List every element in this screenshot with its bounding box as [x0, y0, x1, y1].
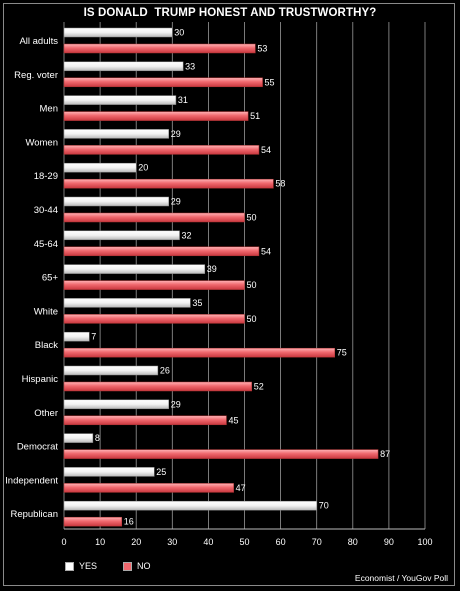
category-label: Hispanic: [22, 374, 59, 385]
data-label: 51: [250, 111, 260, 121]
data-label: 50: [247, 314, 257, 324]
legend-label-yes: YES: [79, 561, 98, 571]
legend-label-no: NO: [137, 561, 151, 571]
bar-yes: [63, 433, 94, 443]
x-tick-label: 80: [348, 537, 358, 547]
x-tick-label: 50: [239, 537, 249, 547]
data-label: 54: [261, 246, 271, 256]
data-label: 87: [380, 449, 390, 459]
bar-no: [63, 145, 260, 155]
data-label: 32: [182, 230, 192, 240]
data-label: 29: [171, 399, 181, 409]
category-label: Democrat: [17, 442, 59, 453]
data-label: 29: [171, 197, 181, 207]
x-tick-label: 90: [384, 537, 394, 547]
legend-swatch-yes: [65, 561, 74, 571]
x-tick-label: 100: [417, 537, 432, 547]
bar-no: [63, 381, 252, 392]
category-label: 18-29: [34, 171, 58, 182]
data-label: 29: [171, 129, 181, 139]
bar-yes: [63, 129, 169, 139]
source-note: Economist / YouGov Poll: [354, 573, 448, 583]
category-label: Other: [34, 408, 58, 419]
bar-yes: [63, 264, 206, 274]
bar-yes: [63, 27, 173, 38]
data-label: 8: [95, 433, 100, 443]
category-label: All adults: [19, 36, 58, 47]
data-label: 54: [261, 145, 271, 155]
x-tick-label: 70: [312, 537, 322, 547]
x-tick-label: 60: [276, 537, 286, 547]
data-label: 16: [124, 517, 134, 527]
data-label: 31: [178, 95, 188, 105]
data-label: 45: [228, 415, 238, 425]
category-label: 30-44: [34, 205, 58, 216]
bar-no: [63, 178, 274, 189]
x-tick-label: 0: [61, 537, 66, 547]
bar-yes: [63, 95, 177, 105]
bar-no: [63, 483, 234, 493]
category-label: Republican: [10, 509, 58, 520]
category-label: Independent: [5, 475, 58, 486]
x-tick-label: 10: [95, 537, 105, 547]
data-label: 25: [156, 467, 166, 477]
legend: YES NO: [65, 561, 151, 571]
category-label: Black: [35, 340, 58, 351]
legend-swatch-no: [123, 561, 133, 571]
bar-yes: [63, 365, 159, 376]
data-label: 50: [247, 213, 257, 223]
bar-no: [63, 246, 260, 257]
bar-no: [63, 111, 249, 121]
bar-yes: [63, 162, 137, 173]
bar-yes: [63, 467, 155, 477]
data-label: 20: [138, 163, 148, 173]
data-label: 70: [319, 501, 329, 511]
data-label: 26: [160, 366, 170, 376]
category-label: Men: [40, 104, 58, 115]
data-label: 39: [207, 264, 217, 274]
data-label: 52: [254, 382, 264, 392]
bar-no: [63, 314, 245, 324]
bar-no: [63, 415, 227, 426]
bar-yes: [63, 500, 317, 511]
data-label: 33: [185, 61, 195, 71]
category-label: Reg. voter: [14, 70, 58, 81]
legend-item-no: NO: [123, 561, 151, 571]
category-label: 65+: [42, 273, 59, 284]
chart-title: IS DONALD TRUMP HONEST AND TRUSTWORTHY?: [83, 7, 377, 19]
data-label: 35: [192, 298, 202, 308]
bar-yes: [63, 298, 191, 308]
bar-yes: [63, 61, 184, 72]
bar-no: [63, 77, 263, 88]
x-tick-label: 40: [203, 537, 213, 547]
chart-frame: [3, 3, 455, 586]
x-tick-label: 30: [167, 537, 177, 547]
bar-yes: [63, 196, 169, 207]
legend-item-yes: YES: [65, 561, 97, 571]
data-label: 53: [257, 44, 267, 54]
data-label: 50: [247, 280, 257, 290]
bar-no: [63, 347, 335, 358]
data-label: 55: [265, 77, 275, 87]
x-tick-label: 20: [131, 537, 141, 547]
bar-no: [63, 449, 379, 459]
bar-no: [63, 280, 245, 290]
bar-yes: [63, 331, 90, 342]
category-label: White: [34, 306, 58, 317]
data-label: 47: [236, 483, 246, 493]
bar-yes: [63, 230, 180, 241]
category-label: Women: [25, 137, 58, 148]
bar-no: [63, 212, 245, 223]
data-label: 58: [275, 179, 285, 189]
data-label: 7: [91, 332, 96, 342]
data-label: 30: [174, 28, 184, 38]
bar-yes: [63, 399, 169, 410]
bar-no: [63, 516, 123, 527]
category-label: 45-64: [34, 239, 58, 250]
bar-no: [63, 43, 256, 54]
data-label: 75: [337, 348, 347, 358]
